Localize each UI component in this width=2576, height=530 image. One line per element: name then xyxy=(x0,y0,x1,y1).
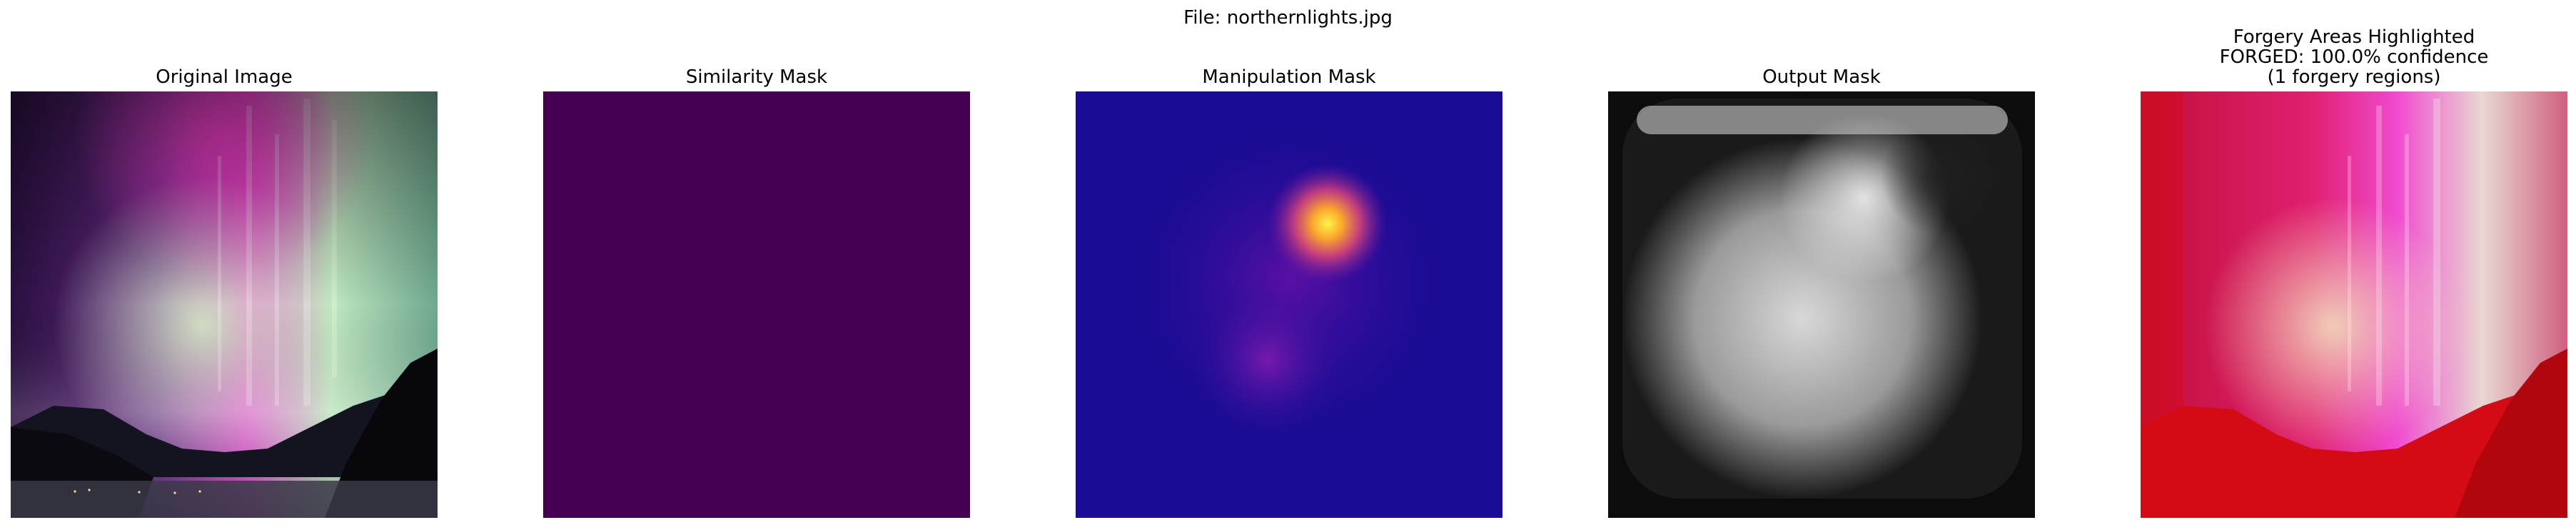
original-image xyxy=(11,91,438,518)
panel-similarity-mask: Similarity Mask xyxy=(543,0,970,530)
panel-title-output: Output Mask xyxy=(1762,66,1881,88)
panel-title-forgery: Forgery Areas Highlighted FORGED: 100.0%… xyxy=(2219,26,2489,88)
panel-manipulation-mask: Manipulation Mask xyxy=(1076,0,1502,530)
panel-title-manipulation: Manipulation Mask xyxy=(1202,66,1376,88)
figure-title: File: northernlights.jpg xyxy=(1183,7,1393,29)
panel-forgery-highlighted: Forgery Areas Highlighted FORGED: 100.0%… xyxy=(2141,0,2567,530)
panel-original-image: Original Image xyxy=(11,0,438,530)
similarity-mask-image xyxy=(543,91,970,518)
output-mask-image xyxy=(1608,91,2035,518)
panel-output-mask: Output Mask xyxy=(1608,0,2035,530)
panel-title-similarity: Similarity Mask xyxy=(685,66,828,88)
forgery-highlight-image xyxy=(2141,91,2567,518)
manipulation-mask-image xyxy=(1076,91,1502,518)
panel-title-original: Original Image xyxy=(156,66,293,88)
